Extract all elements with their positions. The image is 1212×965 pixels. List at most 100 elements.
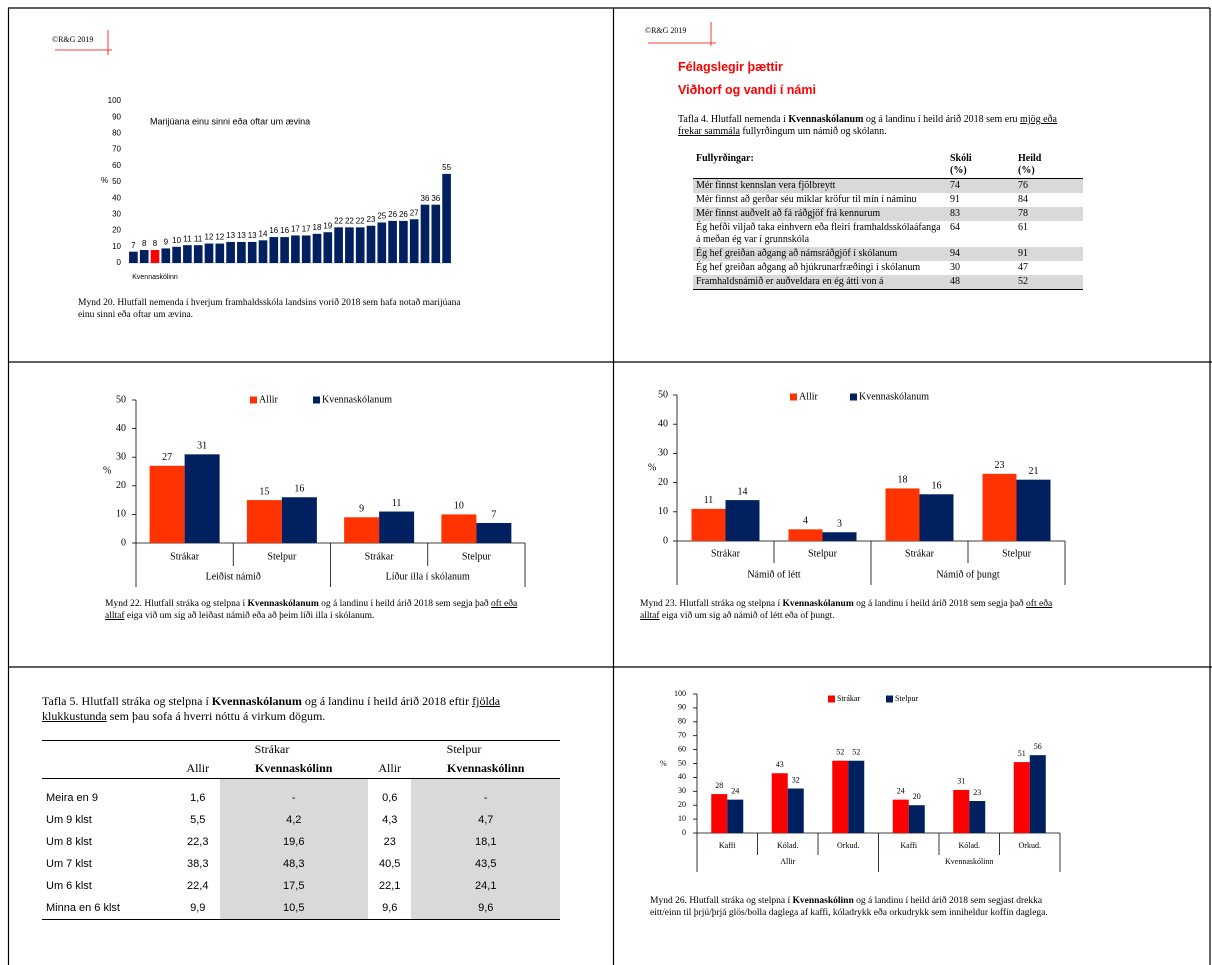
data-label: 14 (738, 486, 748, 497)
y-tick-label: 60 (678, 744, 686, 753)
x-tick-label: Kaffi (900, 841, 918, 850)
bar (788, 529, 823, 541)
data-label: 13 (237, 231, 246, 240)
data-label: 18 (898, 475, 908, 486)
table-cell: Um 7 klst (46, 858, 92, 870)
table-row: Minna en 6 klst 9,9 10,5 9,6 9,6 (42, 897, 560, 920)
y-tick-label: 100 (108, 96, 122, 105)
data-label: 36 (431, 194, 440, 203)
y-tick-label: 20 (116, 480, 126, 491)
bar (237, 241, 246, 263)
caption-text: Kvennaskólanum (211, 694, 302, 708)
y-tick-label: 80 (678, 717, 686, 726)
legend-label: Stelpur (895, 694, 918, 703)
bar (193, 245, 203, 263)
data-label: 23 (995, 460, 1005, 471)
y-tick-label: 70 (112, 145, 121, 154)
caption-text: eiga við um sig að leiðast námið eða að … (124, 611, 375, 621)
bar (161, 248, 171, 263)
data-label: 11 (194, 234, 203, 243)
table-cell: 4,3 (382, 814, 398, 826)
caption-text: sem þau sofa á hverri nóttu á virkum dög… (106, 709, 326, 723)
y-tick-label: 50 (678, 758, 686, 767)
data-label: 26 (388, 210, 397, 219)
group-label: Námið of létt (747, 569, 801, 580)
caption-text: Kvennaskólanum (788, 114, 864, 125)
bar (312, 233, 322, 263)
table-cell: 40,5 (379, 858, 401, 870)
table-cell: Meira en 9 (46, 792, 98, 804)
y-tick-label: 40 (658, 418, 668, 429)
table-row: Um 6 klst 22,4 17,5 22,1 24,1 (42, 875, 560, 897)
table-cell: 22,4 (187, 880, 209, 892)
y-tick-label: 10 (116, 509, 126, 520)
bar (280, 237, 289, 263)
x-tick-label: Orkud. (1019, 841, 1041, 850)
x-tick-label: Kólad. (958, 841, 980, 850)
x-tick-label: Kvennaskólinn (132, 274, 178, 281)
caption-text: Kvennaskólanum (247, 599, 319, 609)
bar (344, 517, 380, 543)
x-tick-label: Orkud. (837, 841, 859, 850)
bar (1016, 479, 1051, 541)
table-cell: 74 (947, 178, 1015, 193)
table-cell: 19,6 (219, 831, 368, 853)
data-label: 11 (392, 498, 402, 509)
legend-label: Allir (259, 394, 279, 405)
y-tick-label: 50 (112, 177, 121, 186)
caption: Mynd 23. Hlutfall stráka og stelpna í Kv… (640, 598, 1060, 622)
data-label: 27 (162, 452, 172, 463)
bar (379, 511, 415, 543)
spacer-cell (176, 779, 220, 788)
column-header: Kvennaskólinn (411, 758, 560, 779)
bar (172, 246, 181, 263)
group-label: Allir (780, 857, 795, 866)
spacer-cell (42, 779, 176, 788)
table-cell: Um 8 klst (46, 836, 92, 848)
table-row: Ég hef greiðan aðgang að námsráðgjöf í s… (693, 247, 1083, 261)
y-tick-label: 30 (678, 786, 686, 795)
table-cell: 48 (947, 275, 1015, 290)
data-label: 23 (973, 788, 981, 797)
caption-text: fjölda klukkustunda (42, 694, 501, 723)
bar (725, 500, 760, 541)
legend-swatch (250, 396, 257, 404)
data-label: 52 (836, 748, 844, 757)
data-label: 10 (172, 236, 181, 245)
bar (183, 245, 192, 263)
x-tick-label: Stelpur (462, 551, 492, 562)
y-tick-label: 50 (116, 394, 126, 405)
bar (727, 799, 744, 833)
spacer-cell (411, 778, 560, 787)
caption-text: Mynd 26. Hlutfall stráka og stelpna í (650, 896, 793, 906)
data-label: 23 (367, 215, 376, 224)
bar (246, 500, 282, 543)
bar (442, 173, 451, 263)
y-tick-label: 20 (678, 800, 686, 809)
header-text: Fullyrðingar: (696, 153, 754, 164)
bar (323, 232, 333, 263)
column-header: Allir (367, 758, 412, 779)
caption-text: Tafla 4. Hlutfall nemenda í (678, 114, 789, 125)
header-text: Heild (1018, 153, 1042, 164)
blank-cell (42, 758, 176, 779)
caption-text: og á landinu í heild árið 2018 eftir (301, 694, 473, 708)
table-cell: 10,5 (219, 897, 368, 920)
bar (441, 514, 477, 543)
bar (476, 522, 512, 543)
y-tick-label: 30 (658, 448, 668, 459)
caption-text: og á landinu í heild árið 2018 sem segja… (853, 599, 1027, 609)
table-cell: Ég hefði viljað taka einhvern eða fleiri… (696, 222, 941, 245)
bar (301, 235, 311, 263)
copyright: ©R&G 2019 (52, 35, 93, 44)
legend-swatch (850, 393, 857, 401)
data-label: 31 (197, 441, 207, 452)
table-cell: 22,3 (187, 836, 209, 848)
table-cell: 91 (950, 194, 960, 205)
table-cell: 83 (947, 207, 1015, 221)
legend-swatch (886, 695, 893, 703)
data-label: 11 (704, 495, 714, 506)
blank-cell (42, 741, 176, 759)
table-cell: Mér finnst kennslan vera fjölbreytt (693, 178, 947, 193)
